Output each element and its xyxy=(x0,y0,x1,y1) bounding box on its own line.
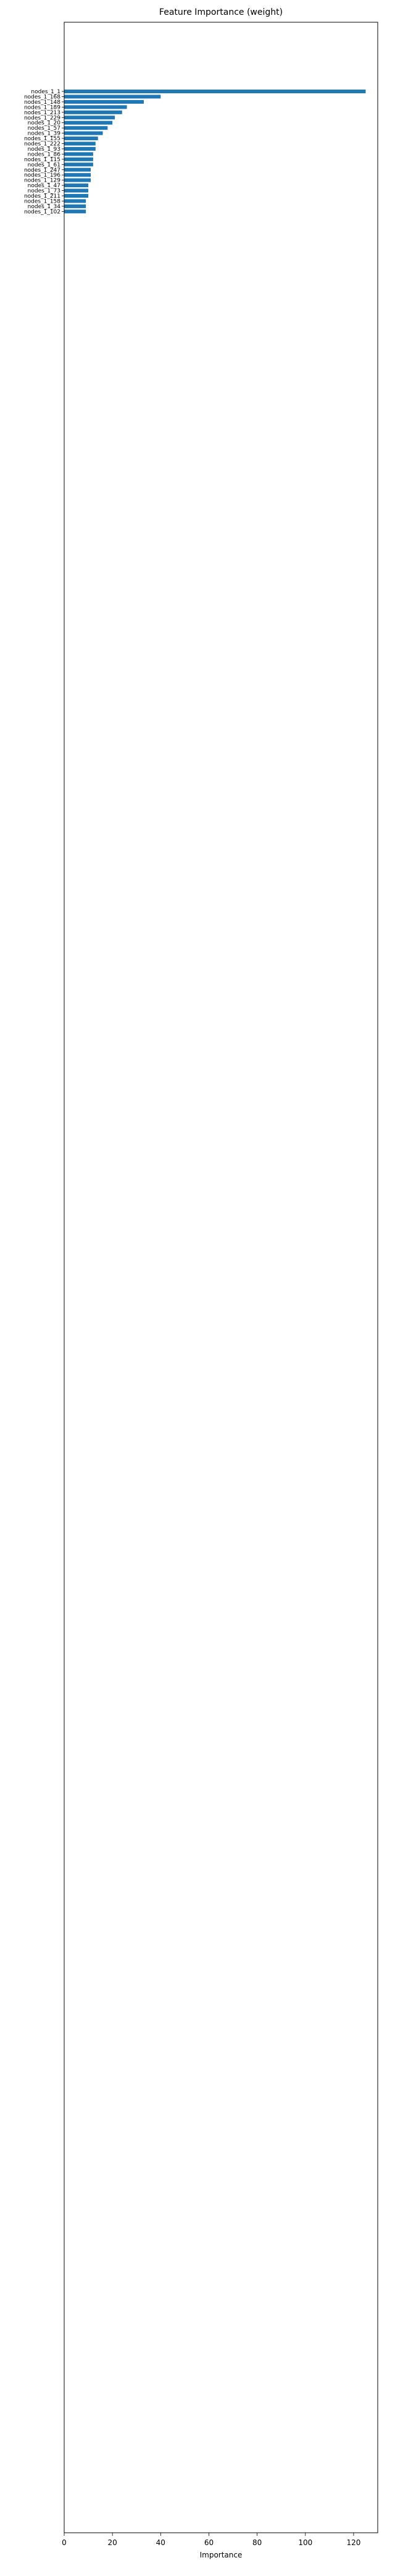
y-tick-label: nodes_1_129 xyxy=(24,178,60,184)
y-tick-label: nodes_1_211 xyxy=(24,193,60,200)
bar-nodes_1_73 xyxy=(64,188,89,193)
x-tick-label: 80 xyxy=(252,2538,262,2547)
y-tick-label: nodes_1_158 xyxy=(24,198,60,204)
bar-nodes_1_229 xyxy=(64,116,115,120)
y-tick-label: nodes_1_196 xyxy=(24,172,60,179)
y-tick-label: nodes_1_39 xyxy=(28,131,61,137)
x-tick-layer: 0 20 40 60 80 100 120 xyxy=(62,2533,360,2547)
y-tick-label: nodes_1_93 xyxy=(28,146,60,153)
y-tick-label: nodes_1_168 xyxy=(24,94,60,100)
bar-nodes_1_34 xyxy=(64,204,86,208)
bar-nodes_1_102 xyxy=(64,209,86,214)
y-tick-label: nodes_1_213 xyxy=(24,110,60,116)
bar-nodes_1_247 xyxy=(64,167,91,172)
bar-nodes_1_168 xyxy=(64,95,161,99)
x-tick-label: 40 xyxy=(156,2538,165,2547)
y-tick-label: nodes_1_115 xyxy=(24,157,60,163)
bar-nodes_1_148 xyxy=(64,99,144,104)
bar-nodes_1_39 xyxy=(64,131,103,135)
y-tick-layer: nodes_1_1nodes_1_168nodes_1_148nodes_1_1… xyxy=(24,89,64,215)
chart-title: Feature Importance (weight) xyxy=(159,7,283,17)
bar-nodes_1_155 xyxy=(64,137,98,141)
x-tick-label: 20 xyxy=(108,2538,117,2547)
bar-nodes_1_86 xyxy=(64,152,93,156)
bar-nodes_1_129 xyxy=(64,178,91,182)
x-tick-label: 120 xyxy=(346,2538,360,2547)
bar-nodes_1_1 xyxy=(64,90,366,93)
bars-layer xyxy=(64,90,366,214)
y-tick-label: nodes_1_229 xyxy=(24,115,60,121)
bar-nodes_1_115 xyxy=(64,157,93,161)
bar-nodes_1_57 xyxy=(64,126,108,130)
y-tick-label: nodes_1_61 xyxy=(28,162,60,168)
bar-nodes_1_158 xyxy=(64,199,86,203)
bar-nodes_1_189 xyxy=(64,105,127,109)
x-axis-title: Importance xyxy=(200,2551,243,2559)
y-tick-label: nodes_1_73 xyxy=(28,188,60,195)
y-tick-label: nodes_1_34 xyxy=(28,204,61,210)
y-tick-label: nodes_1_86 xyxy=(28,151,61,158)
bar-nodes_1_222 xyxy=(64,141,96,146)
y-tick-label: nodes_1_1 xyxy=(31,89,60,95)
bar-nodes_1_61 xyxy=(64,162,93,167)
bar-nodes_1_196 xyxy=(64,173,91,177)
bar-nodes_1_20 xyxy=(64,120,113,125)
y-tick-label: nodes_1_155 xyxy=(24,136,60,142)
bar-nodes_1_213 xyxy=(64,110,122,114)
y-tick-label: nodes_1_189 xyxy=(24,104,60,111)
bar-nodes_1_47 xyxy=(64,183,89,188)
plot-frame xyxy=(64,22,378,2533)
y-tick-label: nodes_1_47 xyxy=(28,183,60,189)
y-tick-label: nodes_1_57 xyxy=(28,125,60,132)
bar-nodes_1_211 xyxy=(64,194,89,198)
y-tick-label: nodes_1_102 xyxy=(24,209,60,215)
bar-nodes_1_93 xyxy=(64,146,96,151)
y-tick-label: nodes_1_20 xyxy=(28,120,61,127)
y-tick-label: nodes_1_148 xyxy=(24,99,60,106)
x-tick-label: 100 xyxy=(298,2538,312,2547)
x-tick-label: 0 xyxy=(62,2538,67,2547)
x-tick-label: 60 xyxy=(204,2538,214,2547)
y-tick-label: nodes_1_247 xyxy=(24,167,60,174)
y-tick-label: nodes_1_222 xyxy=(24,141,60,148)
